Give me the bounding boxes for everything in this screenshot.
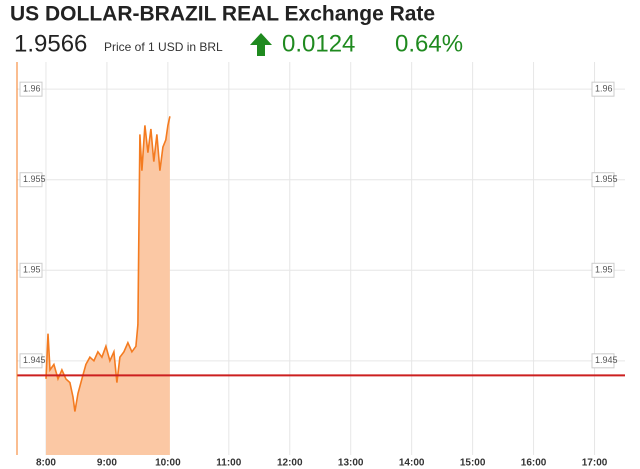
plot: 8:00 9:00 10:00 11:00 12:00 13:00 14:00 15:00 16… (16, 62, 625, 469)
x-tick-label: 8:00 (36, 458, 56, 469)
area (46, 116, 170, 456)
tick-box (19, 81, 43, 97)
tick-box (591, 172, 615, 188)
x-tick-label: 11:00 (216, 458, 241, 469)
price-unit: Price of 1 USD in BRL (104, 40, 223, 54)
x-tick-label: 15:00 (460, 458, 486, 469)
y-tick-label: 1.96 (595, 84, 613, 94)
change-percent: 0.64% (395, 30, 463, 57)
tick-box (19, 172, 43, 188)
y-tick-label: 1.95 (595, 265, 613, 275)
up-arrow (250, 33, 272, 56)
change: 0.0124 (282, 30, 355, 57)
x-tick-label: 13:00 (338, 458, 364, 469)
x-tick-label: 10:00 (155, 458, 181, 469)
y-tick-label: 1.945 (595, 355, 618, 365)
tick-box (19, 262, 43, 278)
tick-box (19, 353, 43, 369)
price: 1.9566 (14, 30, 87, 57)
x-tick-label: 16:00 (521, 458, 547, 469)
y-tick-label: 1.945 (23, 355, 46, 365)
tick-box (591, 81, 615, 97)
y-tick-label: 1.95 (23, 265, 41, 275)
y-tick-label: 1.955 (23, 174, 46, 184)
x-tick-label: 12:00 (277, 458, 303, 469)
x-tick-label: 9:00 (97, 458, 117, 469)
tick-box (591, 353, 615, 369)
tick-box (591, 262, 615, 278)
y-tick-label: 1.96 (23, 84, 41, 94)
y-tick-label: 1.955 (595, 174, 618, 184)
x-tick-label: 17:00 (582, 458, 608, 469)
x-tick-label: 14:00 (399, 458, 425, 469)
line (45, 116, 171, 412)
chart-title: US DOLLAR-BRAZIL REAL Exchange Rate (10, 3, 435, 26)
